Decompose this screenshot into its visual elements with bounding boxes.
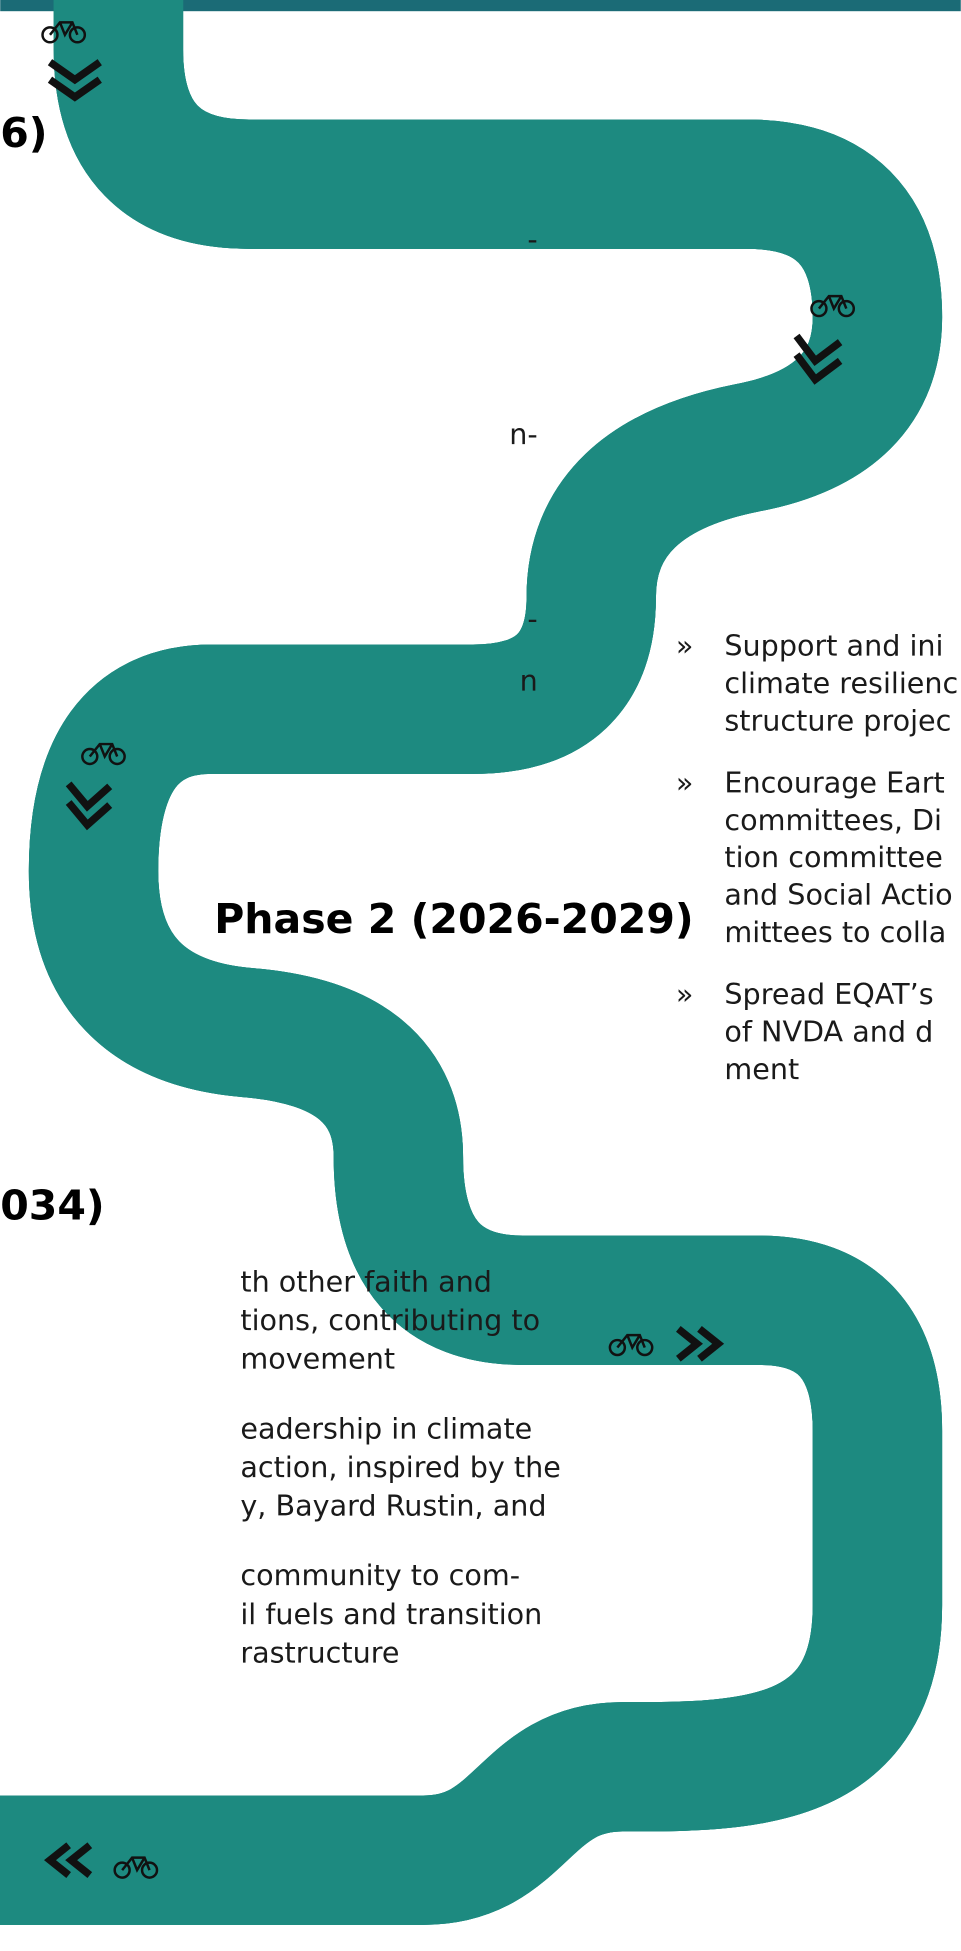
bullet-line: Encourage Eart (724, 766, 944, 800)
bullet-line: structure projec (724, 703, 951, 737)
bullet-marker: » (676, 766, 694, 800)
bullet-line: Support and ini (724, 629, 943, 663)
bullet-line: and Social Actio (724, 878, 952, 912)
roadmap: 6) Phase 2 (2026-2029) 034) - n- - n » Suppor… (0, 0, 961, 1951)
bullet-line: of NVDA and d (724, 1014, 933, 1048)
bullet-line: il fuels and transition (240, 1597, 542, 1631)
bullet-line: movement (240, 1342, 395, 1376)
page: { "phase1": { "heading_fragment": "6)", … (0, 0, 961, 1951)
phase1-text-fragment: - (527, 601, 537, 635)
bullet-marker: » (676, 977, 694, 1011)
bullet-line: climate resilienc (724, 666, 958, 700)
bullet-line: th other faith and (240, 1265, 492, 1299)
bullet-line: action, inspired by the (240, 1450, 560, 1484)
bullet-line: ment (724, 1052, 799, 1086)
bullet-line: community to com- (240, 1558, 520, 1592)
bullet-line: rastructure (240, 1635, 399, 1669)
phase3-heading: 034) (0, 1181, 104, 1229)
phase1-text-fragment: n (520, 664, 538, 698)
bullet-line: tion committee (724, 840, 942, 874)
phase1-text-fragment: n- (509, 417, 537, 451)
phase1-heading: 6) (0, 109, 47, 157)
bullet-line: tions, contributing to (240, 1303, 540, 1337)
bullet-line: eadership in climate (240, 1411, 532, 1445)
bullet-marker: » (676, 629, 694, 663)
bullet-line: Spread EQAT’s (724, 977, 933, 1011)
bullet-line: y, Bayard Rustin, and (240, 1489, 546, 1523)
bullet-line: committees, Di (724, 803, 942, 837)
phase2-heading: Phase 2 (2026-2029) (214, 895, 693, 943)
phase1-text-fragment: - (527, 222, 537, 256)
bullet-line: mittees to colla (724, 915, 946, 949)
